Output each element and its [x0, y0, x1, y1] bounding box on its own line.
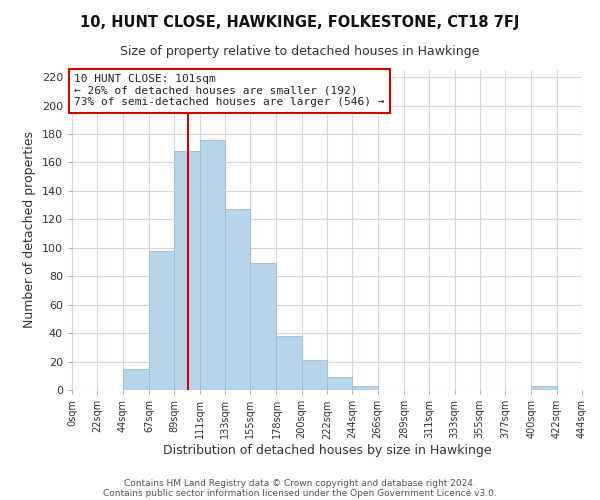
Bar	[327, 377, 352, 390]
Text: Contains HM Land Registry data © Crown copyright and database right 2024.: Contains HM Land Registry data © Crown c…	[124, 478, 476, 488]
Bar	[277, 336, 302, 390]
Bar	[122, 368, 149, 390]
Text: Contains public sector information licensed under the Open Government Licence v3: Contains public sector information licen…	[103, 488, 497, 498]
Y-axis label: Number of detached properties: Number of detached properties	[23, 132, 36, 328]
Bar	[149, 250, 174, 390]
Text: 10 HUNT CLOSE: 101sqm
← 26% of detached houses are smaller (192)
73% of semi-det: 10 HUNT CLOSE: 101sqm ← 26% of detached …	[74, 74, 385, 108]
X-axis label: Distribution of detached houses by size in Hawkinge: Distribution of detached houses by size …	[163, 444, 491, 457]
Bar	[302, 360, 327, 390]
Bar	[199, 140, 225, 390]
Bar	[352, 386, 377, 390]
Bar	[225, 210, 250, 390]
Text: 10, HUNT CLOSE, HAWKINGE, FOLKESTONE, CT18 7FJ: 10, HUNT CLOSE, HAWKINGE, FOLKESTONE, CT…	[80, 15, 520, 30]
Bar	[532, 386, 557, 390]
Bar	[250, 264, 277, 390]
Text: Size of property relative to detached houses in Hawkinge: Size of property relative to detached ho…	[121, 45, 479, 58]
Bar	[174, 151, 199, 390]
